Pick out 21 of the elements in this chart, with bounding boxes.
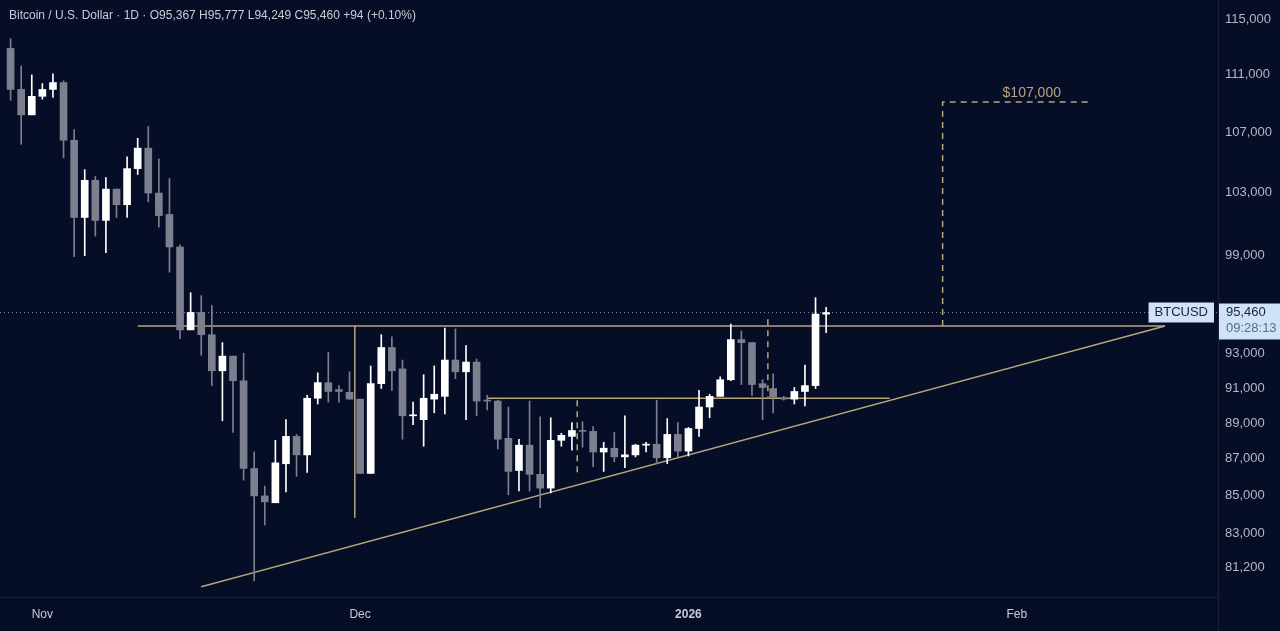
x-tick-label: 2026: [675, 606, 703, 621]
series-label: $107,000: [1002, 83, 1062, 100]
y-tick-label: 111,000: [1225, 66, 1271, 82]
x-tick-label: Nov: [31, 606, 54, 621]
x-tick-label: Feb: [1006, 606, 1028, 621]
text: Bitcoin / U.S. Dollar · 1D · O95,367 H95,777 L94,249 C95,460 +94 (+0.10%): [9, 8, 416, 22]
y-tick-label: 83,000: [1225, 524, 1265, 540]
text: 09:28:13: [1226, 320, 1277, 336]
y-tick-label: 93,000: [1225, 345, 1265, 361]
y-tick-label: 107,000: [1225, 124, 1272, 140]
y-tick-label: 115,000: [1225, 10, 1272, 26]
y-tick-label: 81,200: [1225, 559, 1265, 575]
y-tick-label: 85,000: [1225, 487, 1265, 503]
y-tick-label: 89,000: [1225, 414, 1265, 430]
ref-line-label: BTCUSD: [1154, 304, 1208, 320]
y-tick-label: 103,000: [1225, 184, 1272, 200]
x-tick-label: Dec: [349, 606, 371, 621]
text: 95,460: [1226, 304, 1266, 320]
y-tick-label: 87,000: [1225, 450, 1265, 466]
y-tick-label: 91,000: [1225, 379, 1265, 395]
y-tick-label: 99,000: [1225, 246, 1265, 262]
